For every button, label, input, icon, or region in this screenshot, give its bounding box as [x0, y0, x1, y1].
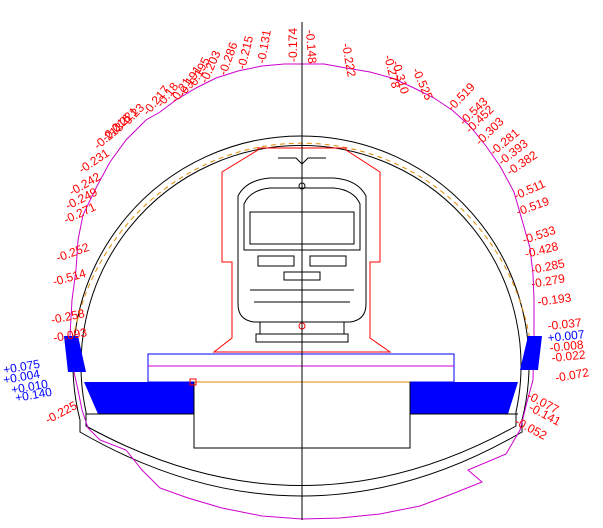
measured-profile [69, 63, 535, 520]
clearance-outline [212, 147, 392, 353]
survey-marker [189, 378, 197, 386]
right-invert-fill [410, 382, 518, 414]
deviation-label: +0.010 [10, 377, 49, 397]
deviation-label: -0.148 [303, 29, 319, 64]
deviation-label: -0.222 [339, 42, 359, 78]
deviation-label: +0.075 [2, 357, 41, 377]
deviation-label: +0.140 [14, 385, 53, 405]
left-invert-fill [84, 382, 194, 414]
deviation-label: -0.279 [530, 271, 566, 291]
inner-lining-outline [80, 144, 522, 486]
left-lining-fill-upper [64, 336, 86, 372]
deviation-label: -0.285 [530, 256, 567, 277]
deviation-label: -0.008 [549, 337, 585, 355]
deviation-label: -0.093 [52, 325, 88, 345]
outer-lining-outline [72, 135, 530, 497]
deviation-label: -0.258 [50, 306, 87, 327]
right-lining-fill-upper [520, 336, 542, 370]
deviation-label: -0.131 [254, 28, 274, 64]
deviation-label: -0.072 [554, 365, 590, 385]
deviation-label: -0.193 [536, 290, 572, 309]
deviation-label: +0.004 [2, 367, 41, 387]
deviation-label: +0.007 [547, 327, 586, 345]
deviation-label: -0.174 [286, 28, 300, 62]
deviation-label: -0.022 [551, 347, 587, 365]
deviation-label: -0.037 [547, 315, 583, 333]
